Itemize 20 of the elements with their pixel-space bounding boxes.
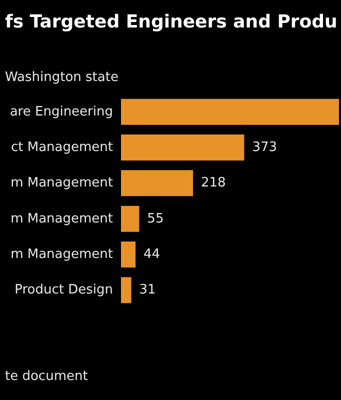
y-tick-label: m Management <box>10 247 113 262</box>
data-label: 218 <box>201 176 226 191</box>
bar <box>121 98 339 125</box>
y-tick-label: ct Management <box>10 140 113 155</box>
chart-subtitle: Washington state <box>5 70 118 85</box>
bar <box>121 206 140 232</box>
y-tick-label: Product Design <box>14 282 113 298</box>
data-label: 55 <box>147 211 164 226</box>
bar <box>121 134 244 160</box>
bar <box>121 170 194 196</box>
y-tick-label: m Management <box>10 211 113 226</box>
y-tick-label: are Engineering <box>10 104 113 120</box>
bar <box>121 277 132 304</box>
chart-title: fs Targeted Engineers and Produ <box>5 12 338 32</box>
data-label: 44 <box>144 247 160 262</box>
data-label: 31 <box>139 282 156 298</box>
y-tick-label: m Management <box>10 176 113 191</box>
bar <box>121 242 136 268</box>
text: te document <box>5 369 88 384</box>
data-label: 373 <box>252 140 278 155</box>
